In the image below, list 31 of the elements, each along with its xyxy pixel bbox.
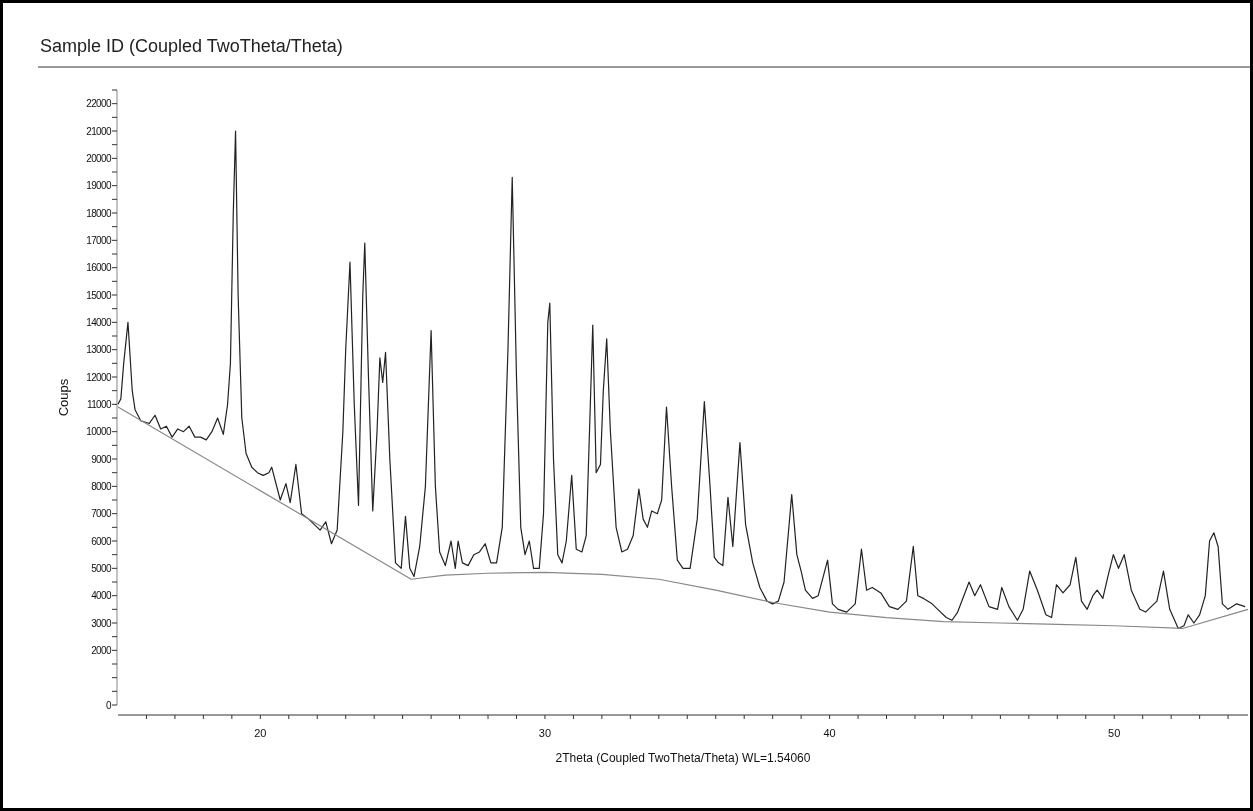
y-tick-label: 16000 xyxy=(86,262,113,274)
y-tick-label: 13000 xyxy=(86,344,113,356)
y-tick-label: 6000 xyxy=(91,535,113,547)
x-axis-title: 2Theta (Coupled TwoTheta/Theta) WL=1.54060 xyxy=(555,751,811,765)
x-tick-label: 50 xyxy=(1108,727,1121,739)
y-tick-label: 19000 xyxy=(86,180,113,192)
y-tick-label: 12000 xyxy=(86,371,113,383)
y-tick-label: 3000 xyxy=(91,617,113,629)
y-tick-label: 10000 xyxy=(86,426,113,438)
y-tick-label: 20000 xyxy=(86,152,113,164)
y-tick-label: 18000 xyxy=(86,207,113,219)
y-tick-label: 7000 xyxy=(91,508,113,520)
line-series xyxy=(117,406,1249,630)
y-tick-label: 0 xyxy=(106,699,113,711)
y-tick-label: 5000 xyxy=(91,562,113,574)
y-tick-label: 11000 xyxy=(86,398,113,410)
y-tick-label: 17000 xyxy=(86,234,113,246)
y-tick-label: 21000 xyxy=(86,125,113,137)
x-tick-label: 30 xyxy=(538,727,552,739)
y-axis-title: Coups xyxy=(56,378,71,417)
y-tick-label: 14000 xyxy=(86,316,113,328)
chart-title: Sample ID (Coupled TwoTheta/Theta) xyxy=(40,36,343,56)
y-tick-label: 8000 xyxy=(91,480,113,492)
x-tick-label: 20 xyxy=(254,727,267,739)
y-tick-label: 15000 xyxy=(86,289,113,301)
y-tick-label: 4000 xyxy=(91,590,113,602)
y-tick-label: 9000 xyxy=(91,453,113,465)
y-tick-label: 22000 xyxy=(86,98,113,110)
y-tick-label: 2000 xyxy=(91,644,113,656)
x-tick-label: 40 xyxy=(823,727,836,739)
line-series xyxy=(117,130,1246,630)
